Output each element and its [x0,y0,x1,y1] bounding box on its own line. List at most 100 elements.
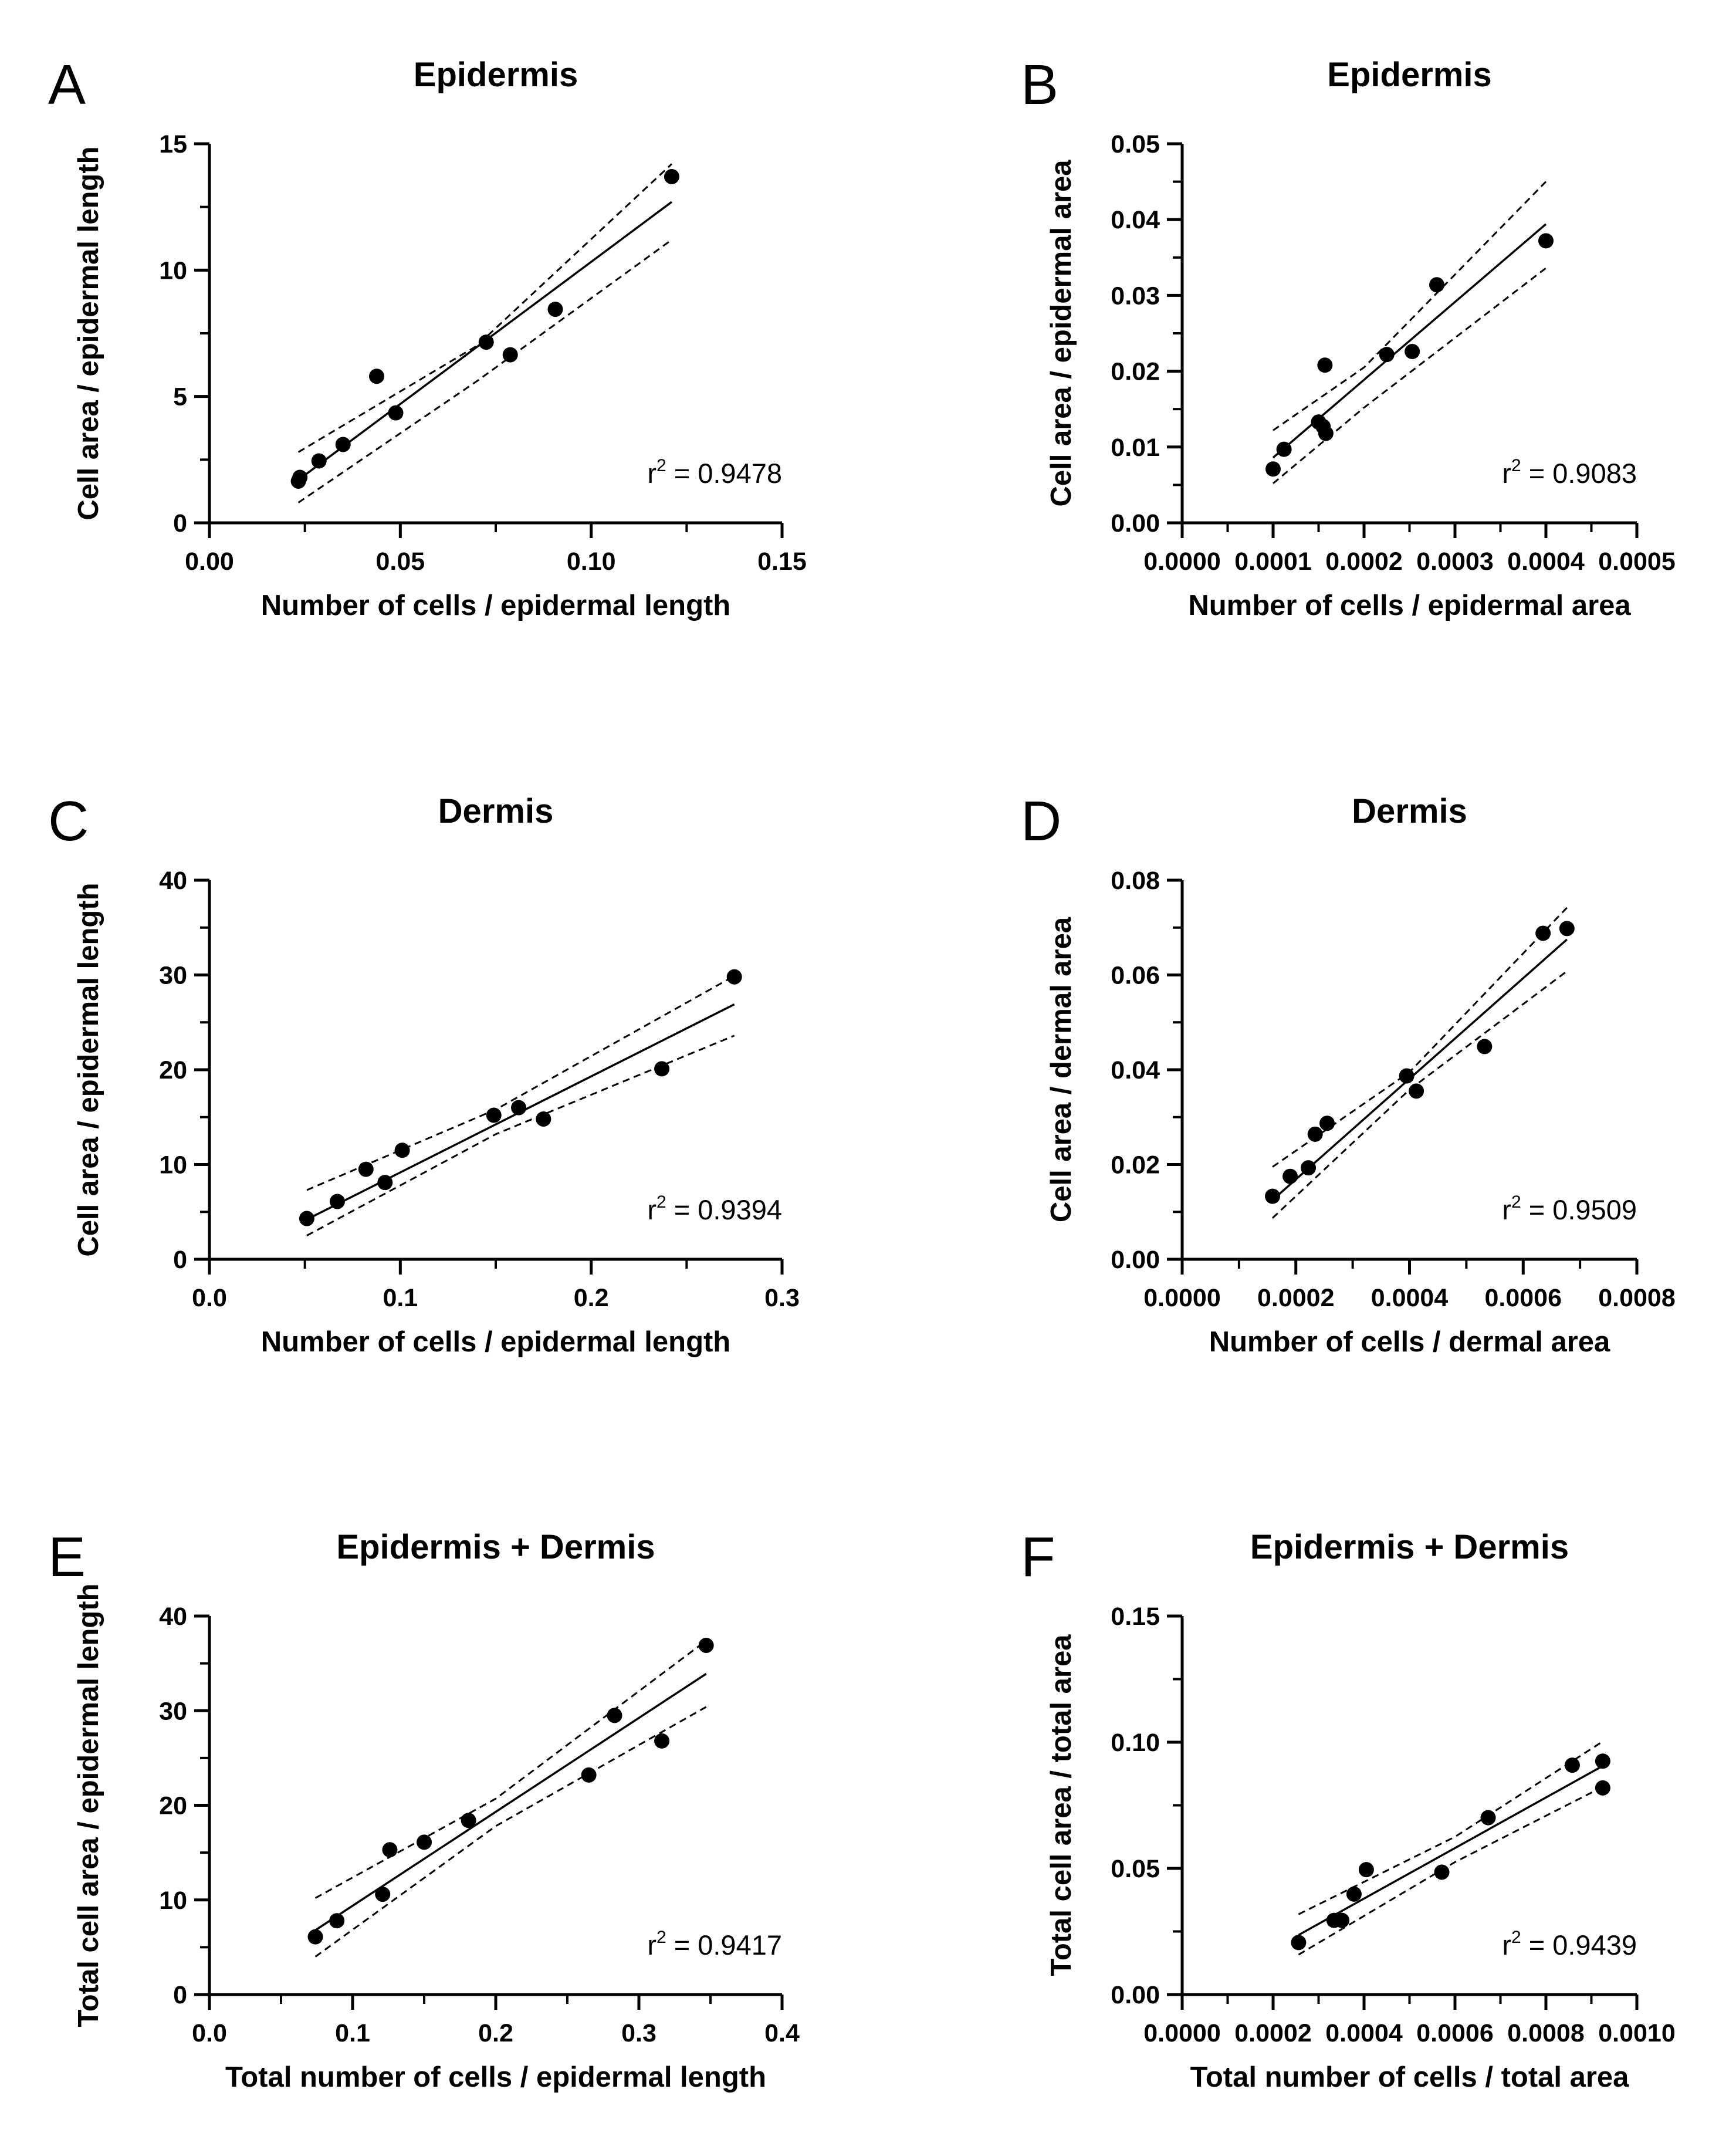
panel-c-data-point [394,1143,410,1158]
panel-c-y-tick-label: 20 [159,1056,187,1084]
panel-a-data-point [664,168,679,184]
panel-f-ci-lower-line [1298,1786,1603,1956]
panel-e-r2-superscript: 2 [657,1928,666,1947]
panel-c-y-tick-label: 10 [159,1151,187,1179]
panel-b-x-tick-label: 0.0002 [1325,547,1403,576]
panel-f-r2-superscript: 2 [1511,1928,1521,1947]
panel-e-y-tick-label: 40 [159,1603,187,1631]
panel-c-r2-annotation: r2 = 0.9394 [647,1192,782,1225]
panel-b-r2-annotation: r2 = 0.9083 [1502,456,1637,489]
panel-a-y-tick-label: 5 [173,383,187,411]
panel-b-ci-lower-line [1273,267,1547,484]
panel-f-y-tick-label: 0.00 [1111,1981,1160,2009]
panel-f-y-tick-label: 0.10 [1111,1729,1160,1757]
panel-b-ci-upper-line [1273,181,1547,431]
panel-a-title: Epidermis [414,56,578,94]
panel-e-data-point [382,1842,398,1858]
panel-d-x-tick-label: 0.0006 [1484,1284,1562,1312]
panel-c-y-tick-label: 30 [159,962,187,990]
panel-a-y-tick-label: 10 [159,256,187,285]
panel-c-data-point [299,1211,314,1226]
panel-e-ci-lower-line [314,1706,707,1958]
panel-e-y-tick-label: 30 [159,1697,187,1725]
panel-e-x-tick-label: 0.1 [335,2019,370,2047]
panel-f-data-point [1291,1935,1307,1951]
panel-e-r2-annotation: r2 = 0.9417 [647,1928,782,1961]
panel-e-data-point [698,1637,714,1653]
panel-f-y-tick-label: 0.05 [1111,1855,1160,1883]
panel-d-data-point [1409,1083,1424,1099]
panel-d-title: Dermis [1352,792,1467,830]
panel-a-data-point [311,453,327,469]
panel-b-data-point [1276,441,1292,457]
panel-e-x-axis-label: Total number of cells / epidermal length [225,2061,766,2093]
panel-d-x-tick-label: 0.0008 [1598,1284,1676,1312]
panel-d-data-point [1282,1168,1298,1184]
panel-b-data-point [1538,233,1554,249]
panel-a: A Epidermis 0.00 0.05 0.10 0.15 0 5 10 15 Number o… [48,53,807,621]
panel-f-title: Epidermis + Dermis [1250,1528,1569,1566]
panel-f-data-point [1434,1864,1450,1880]
panel-b-data-point [1265,461,1281,477]
panel-c-x-tick-label: 0.0 [192,1284,227,1312]
panel-d-data-point [1265,1188,1281,1204]
panel-f-data-point [1564,1757,1580,1773]
panel-c-data-point [329,1194,345,1209]
panel-e-ci-upper-line [314,1640,707,1899]
panel-b-x-tick-label: 0.0003 [1416,547,1494,576]
panel-c-letter: C [48,790,89,853]
panel-d-x-tick-label: 0.0002 [1257,1284,1335,1312]
panel-b-y-tick-label: 0.00 [1111,509,1160,538]
panel-e-data-point [654,1733,670,1749]
panel-a-data-point [502,347,518,363]
panel-c-x-tick-label: 0.3 [764,1284,800,1312]
panel-e-data-point [329,1913,345,1929]
panel-a-r2-prefix: r [647,458,657,489]
panel-a-x-axis-label: Number of cells / epidermal length [261,590,731,621]
panel-e-x-tick-label: 0.3 [621,2019,657,2047]
panel-d-r2-prefix: r [1502,1194,1511,1225]
panel-d-ci-lower-line [1272,970,1568,1219]
panel-a-r2-annotation: r2 = 0.9478 [647,456,782,489]
panel-c-ci-upper-line [306,975,735,1191]
panel-c-data-point [486,1107,502,1123]
panel-c-r2-value: = 0.9394 [666,1194,782,1225]
panel-c-y-tick-label: 40 [159,867,187,895]
panel-f-y-tick-label: 0.15 [1111,1603,1160,1631]
panel-f-data-point [1595,1780,1610,1796]
panel-a-ci-upper-line [297,163,672,453]
panel-e-data-point [607,1708,622,1723]
panel-d-y-tick-label: 0.04 [1111,1056,1160,1084]
panel-f-x-tick-label: 0.0010 [1598,2019,1676,2047]
panel-b-y-tick-label: 0.04 [1111,206,1160,234]
panel-d-y-tick-label: 0.00 [1111,1246,1160,1274]
panel-b-r2-superscript: 2 [1511,456,1521,475]
panel-c: C Dermis 0.0 0.1 0.2 0.3 0 10 20 30 40 Number of ce… [48,790,800,1358]
panel-e-x-tick-label: 0.2 [478,2019,513,2047]
panel-c-r2-prefix: r [647,1194,657,1225]
panel-c-data-point [377,1175,393,1191]
panel-e: E Epidermis + Dermis 0.0 0.1 0.2 0.3 0.4 0 10 20 3… [48,1526,800,2093]
panel-a-data-point [335,437,351,452]
panel-d-y-axis-label: Cell area / dermal area [1045,917,1077,1222]
panel-f-r2-prefix: r [1502,1929,1511,1961]
panel-b-y-tick-label: 0.01 [1111,434,1160,462]
panel-f-x-tick-label: 0.0004 [1325,2019,1403,2047]
panel-c-x-tick-label: 0.1 [383,1284,418,1312]
panel-e-regression-line [314,1672,707,1931]
panel-c-r2-superscript: 2 [657,1192,666,1212]
panel-e-letter: E [48,1526,86,1588]
panel-a-data-point [368,369,384,384]
panel-f-r2-annotation: r2 = 0.9439 [1502,1928,1637,1961]
panel-c-title: Dermis [438,792,554,830]
panel-b-x-tick-label: 0.0005 [1598,547,1676,576]
panel-e-y-axis-label: Total cell area / epidermal length [73,1583,104,2027]
panel-f-data-point [1480,1810,1496,1826]
panel-f-data-point [1346,1886,1362,1902]
panel-c-y-axis-label: Cell area / epidermal length [73,883,104,1256]
panel-d-x-tick-label: 0.0000 [1143,1284,1221,1312]
panel-d-regression-line [1271,938,1568,1201]
panel-e-data-point [417,1834,432,1850]
panel-d-data-point [1399,1068,1414,1084]
panel-d-data-point [1319,1116,1335,1131]
